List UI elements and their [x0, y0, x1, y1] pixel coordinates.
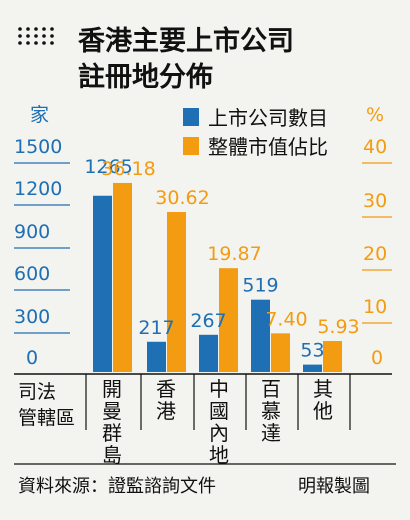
footer-source: 資料來源：證監諮詢文件 [18, 476, 216, 497]
bar-market-share-mainland [219, 268, 238, 372]
value-label-companies-bermuda: 519 [242, 275, 278, 297]
bar-market-share-bermuda [271, 333, 290, 372]
legend-swatch-companies [183, 108, 199, 126]
right-tick-30: 30 [363, 190, 387, 212]
bar-market-share-others [323, 341, 342, 372]
category-label-bermuda: 百慕達 [261, 377, 281, 445]
value-label-companies-cayman: 1265 [84, 156, 132, 178]
footer-credit: 明報製圖 [298, 476, 370, 497]
left-tick-1200: 1200 [14, 178, 62, 200]
left-axis: 1500 1200 900 600 300 0 [14, 136, 70, 369]
category-labels: 開曼群島 香港 中國內地 百慕達 其他 [102, 377, 333, 467]
bar-companies-bermuda [251, 299, 270, 372]
x-axis-label-line1: 司法 [18, 381, 56, 403]
category-label-others: 其他 [313, 377, 333, 423]
value-label-companies-mainland: 267 [190, 310, 226, 332]
header-dots-icon [18, 27, 54, 45]
value-label-companies-hong-kong: 217 [138, 317, 174, 339]
chart-title-line1: 香港主要上市公司 [78, 25, 294, 57]
value-label-market-share-hong-kong: 30.62 [155, 187, 209, 209]
bar-companies-mainland [199, 334, 218, 372]
left-tick-600: 600 [14, 263, 50, 285]
right-tick-0: 0 [371, 347, 383, 369]
legend-swatch-market-share [183, 137, 199, 155]
value-labels: 1265 217 267 519 53 36.18 30.62 19.87 7.… [84, 156, 359, 362]
category-label-mainland: 中國內地 [209, 377, 229, 467]
right-axis-unit: % [366, 104, 384, 126]
chart-title-line2: 註冊地分佈 [78, 61, 213, 93]
value-label-market-share-mainland: 19.87 [207, 243, 261, 265]
left-tick-300: 300 [14, 306, 50, 328]
bar-companies-hong-kong [147, 341, 166, 372]
left-tick-900: 900 [14, 221, 50, 243]
category-label-hong-kong: 香港 [156, 377, 176, 423]
value-label-market-share-bermuda: 7.40 [265, 308, 307, 330]
category-separators [85, 374, 351, 430]
x-axis-label-line2: 管轄區 [18, 407, 75, 429]
value-label-companies-others: 53 [300, 340, 324, 362]
value-label-market-share-cayman: 36.18 [101, 158, 155, 180]
bar-market-share-cayman [113, 182, 132, 372]
category-label-cayman: 開曼群島 [102, 377, 122, 467]
bar-companies-cayman [93, 195, 112, 372]
legend: 上市公司數目 整體市值佔比 [183, 106, 328, 159]
right-axis: 40 30 20 10 0 [362, 136, 392, 369]
right-tick-10: 10 [363, 296, 387, 318]
left-axis-unit: 家 [30, 104, 49, 126]
value-label-market-share-others: 5.93 [317, 316, 359, 338]
legend-label-companies: 上市公司數目 [208, 106, 328, 130]
left-tick-0: 0 [26, 347, 38, 369]
right-tick-40: 40 [363, 136, 387, 158]
bar-market-share-hong-kong [167, 212, 186, 372]
left-tick-1500: 1500 [14, 136, 62, 158]
bars [93, 182, 342, 372]
legend-label-market-share: 整體市值佔比 [208, 135, 328, 159]
right-tick-20: 20 [363, 243, 387, 265]
bar-companies-others [303, 364, 322, 372]
